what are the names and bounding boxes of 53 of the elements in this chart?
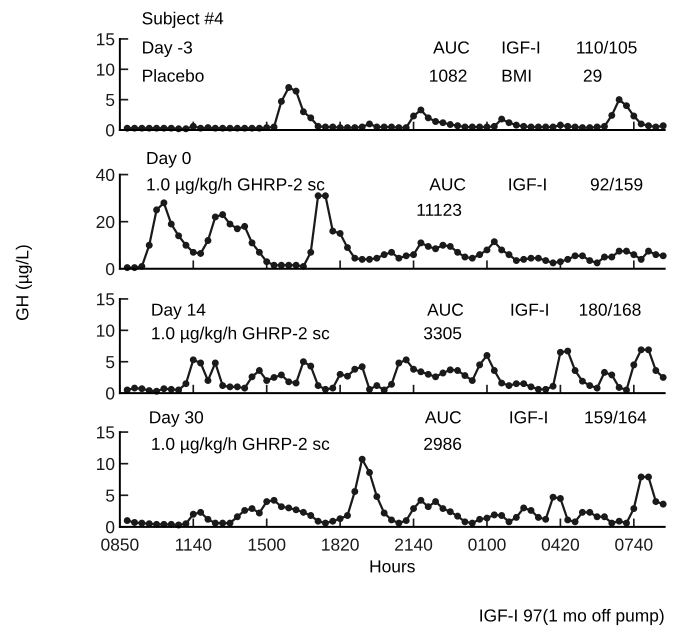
y-tick-label: 0 [106, 124, 114, 136]
x-tick-label: 0740 [615, 538, 652, 551]
annotation: Placebo [143, 69, 204, 82]
y-tick-label: 15 [97, 293, 114, 306]
y-tick-label: 10 [97, 458, 114, 470]
annotation: Day 14 [152, 304, 206, 320]
x-tick-label: 0850 [101, 538, 138, 551]
x-tick-label: 0100 [468, 538, 506, 551]
y-tick-label: 0 [106, 387, 114, 400]
y-tick-label: 15 [97, 33, 114, 46]
y-tick-label: 20 [96, 216, 114, 228]
y-tick-label: 40 [96, 168, 114, 182]
annotation: BMI [502, 70, 530, 82]
text: IGF-I [510, 411, 547, 424]
text: 159/164 [585, 410, 646, 424]
x-tick-label: 2140 [395, 538, 432, 551]
annotation: AUC [433, 41, 470, 54]
chart-title: Subject #4 [142, 12, 224, 28]
text: Day 30 [150, 411, 204, 427]
x-tick-label: 1500 [248, 538, 286, 551]
annotation: 29 [584, 70, 602, 82]
annotation: AUC [427, 304, 464, 316]
annotation: 180/168 [580, 303, 641, 316]
text: AUC [424, 411, 461, 424]
y-tick-label: 15 [97, 426, 114, 439]
annotation: 1082 [430, 70, 467, 82]
annotation: 11123 [418, 204, 462, 216]
annotation: AUC [429, 178, 466, 191]
annotation: 1.0 µg/kg/h GHRP-2 sc [147, 178, 324, 194]
annotation: 1.0 µg/kg/h GHRP-2 sc [152, 326, 330, 343]
y-tick-label: 10 [97, 63, 114, 76]
text: IGF-I 97(1 mo off pump) [480, 608, 664, 626]
y-tick-label: 5 [106, 490, 114, 502]
annotation: IGF-I [509, 178, 546, 191]
annotation: Day -3 [143, 41, 192, 58]
y-tick-label: 5 [106, 356, 114, 368]
annotation: 92/159 [590, 178, 642, 191]
y-axis-title: GH (µg/L) [16, 245, 32, 320]
annotation: 110/105 [577, 40, 637, 54]
annotation: 1.0 µg/kg/h GHRP-2 sc [152, 437, 330, 454]
annotation: IGF-I [512, 304, 548, 316]
text: Day 0 [147, 152, 191, 168]
x-tick-label: 0420 [542, 538, 580, 551]
x-axis-title: Hours [370, 560, 415, 572]
y-tick-label: 10 [97, 324, 114, 337]
annotation: 3305 [424, 327, 462, 340]
annotation: IGF-I [502, 41, 540, 54]
y-tick-label: 0 [106, 262, 114, 276]
y-tick-label: 0 [106, 521, 114, 534]
x-tick-label: 1140 [176, 538, 212, 551]
x-tick-label: 1820 [322, 538, 359, 551]
y-tick-label: 5 [106, 94, 114, 106]
annotation: 2986 [424, 438, 462, 450]
